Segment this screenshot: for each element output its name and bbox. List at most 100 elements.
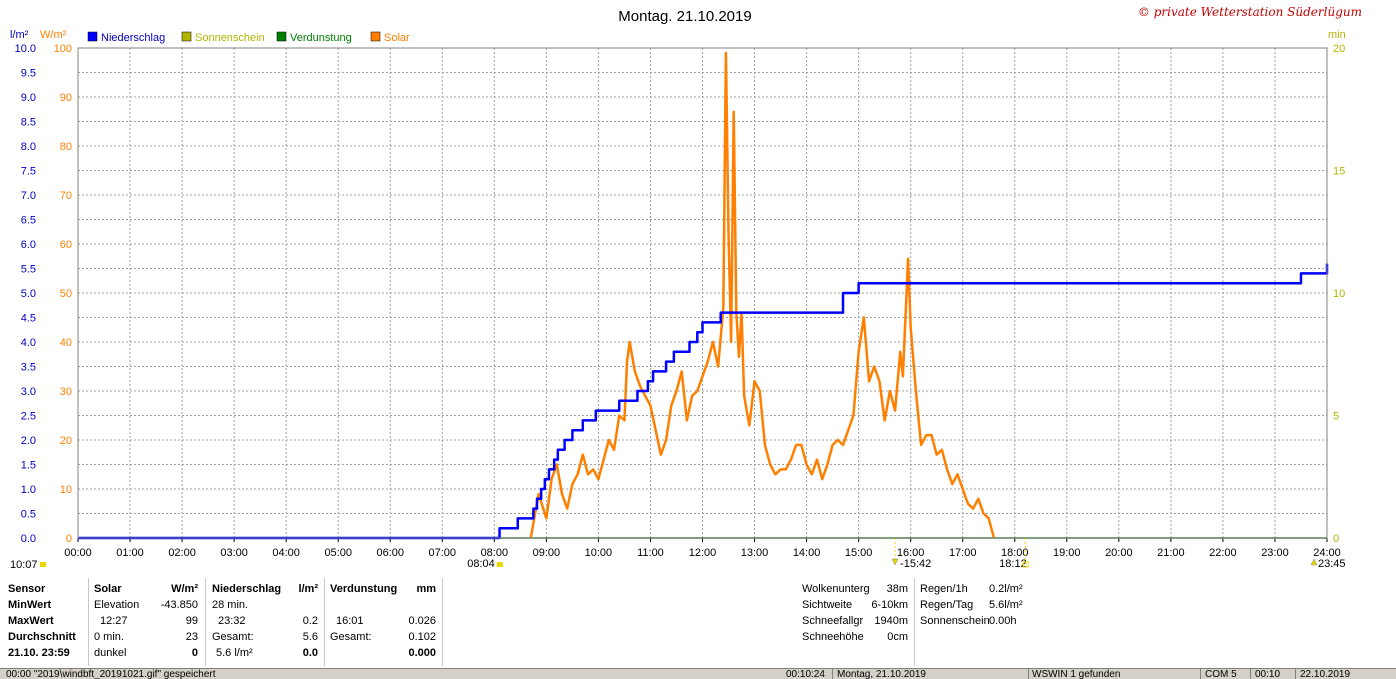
schneehoehe-value: 0cm bbox=[887, 631, 908, 643]
status-separator bbox=[1295, 669, 1296, 679]
date-label: 21.10. 23:59 bbox=[8, 647, 70, 659]
x-tick-label: 09:00 bbox=[533, 547, 561, 559]
evap-header: Verdunstung bbox=[330, 583, 398, 595]
y-tick-label-precip: 10.0 bbox=[15, 43, 36, 55]
legend-swatch bbox=[181, 31, 192, 42]
y-tick-label-solar: 20 bbox=[60, 435, 72, 447]
maxwert-label: MaxWert bbox=[8, 615, 54, 627]
regentag-label: Regen/Tag bbox=[920, 599, 974, 611]
precip-header: Niederschlag bbox=[212, 583, 282, 595]
precip-total-value: 5.6 bbox=[302, 631, 318, 643]
divider bbox=[442, 578, 443, 666]
x-tick-label: 16:00 bbox=[897, 547, 925, 559]
plot-frame bbox=[77, 47, 1328, 539]
status-separator bbox=[1028, 669, 1029, 679]
evap-max-time: 16:01 bbox=[336, 615, 364, 627]
solar-min-label: Elevation bbox=[94, 599, 140, 611]
status-date: Montag, 21.10.2019 bbox=[837, 669, 926, 679]
axis-ticks: 00:00 01:00 02:00 03:00 04:00 05:00 06:00 07:00… bbox=[15, 43, 1346, 559]
y-tick-label-solar: 60 bbox=[60, 239, 72, 251]
y-tick-label-precip: 0.0 bbox=[21, 533, 36, 545]
x-tick-label: 06:00 bbox=[376, 547, 404, 559]
y-tick-label-precip: 4.0 bbox=[21, 337, 36, 349]
solar-header: Solar bbox=[94, 583, 122, 595]
y-tick-label-precip: 2.5 bbox=[21, 411, 36, 423]
legend: Niederschlag Sonnenschein Verdunstung Solar bbox=[87, 31, 410, 44]
minwert-label: MinWert bbox=[8, 599, 52, 611]
sunset-marker bbox=[1022, 561, 1029, 568]
x-tick-label: 23:00 bbox=[1261, 547, 1289, 559]
watermark-text: © private Wetterstation Süderlügum bbox=[1138, 5, 1362, 19]
status-message: 00:00 "2019\windbft_20191021.gif" gespei… bbox=[6, 669, 216, 679]
precip-min-label: 28 min. bbox=[212, 599, 249, 611]
y-tick-label-solar: 100 bbox=[54, 43, 72, 55]
evap-last-value: 0.000 bbox=[408, 647, 436, 659]
status-separator bbox=[1200, 669, 1201, 679]
durchschnitt-label: Durchschnitt bbox=[8, 631, 76, 643]
x-tick-label: 21:00 bbox=[1157, 547, 1185, 559]
schneehoehe-label: Schneehöhe bbox=[802, 631, 864, 643]
x-tick-label: 13:00 bbox=[741, 547, 769, 559]
sonnenschein-value: 0.00h bbox=[989, 615, 1017, 627]
y-tick-label-precip: 8.0 bbox=[21, 141, 36, 153]
y-tick-label-solar: 80 bbox=[60, 141, 72, 153]
y-tick-label-precip: 2.0 bbox=[21, 435, 36, 447]
chart-title: Montag. 21.10.2019 bbox=[618, 8, 751, 25]
x-tick-label: 11:00 bbox=[637, 547, 664, 559]
right-axis-unit: min bbox=[1328, 29, 1346, 41]
y-tick-label-min: 15 bbox=[1333, 166, 1345, 178]
y-tick-label-precip: 7.5 bbox=[21, 166, 36, 178]
x-tick-label: 15:00 bbox=[845, 547, 873, 559]
wolken-label: Wolkenunterg bbox=[802, 583, 870, 595]
x-tick-label: 08:00 bbox=[481, 547, 509, 559]
x-tick-label: 07:00 bbox=[429, 547, 457, 559]
status-device: WSWIN 1 gefunden bbox=[1032, 669, 1121, 679]
sensor-header: Sensor bbox=[8, 583, 46, 595]
evap-total-label: Gesamt: bbox=[330, 631, 372, 643]
left-axis-unit-precip: l/m² bbox=[10, 29, 29, 41]
precip-max-value: 0.2 bbox=[302, 615, 318, 627]
solar-avg-label: 0 min. bbox=[94, 631, 124, 643]
grid bbox=[78, 48, 1327, 538]
divider bbox=[324, 578, 325, 666]
y-tick-label-precip: 7.0 bbox=[21, 190, 36, 202]
sunrise-label: 08:04 bbox=[467, 558, 495, 570]
y-tick-label-min: 5 bbox=[1333, 411, 1339, 423]
evap-unit: mm bbox=[416, 583, 436, 595]
y-tick-label-precip: 1.0 bbox=[21, 484, 36, 496]
x-tick-label: 00:00 bbox=[64, 547, 92, 559]
moon-marker bbox=[1310, 558, 1318, 566]
marker-label-right: 23:45 bbox=[1318, 558, 1346, 570]
y-tick-label-solar: 40 bbox=[60, 337, 72, 349]
y-tick-label-min: 10 bbox=[1333, 288, 1345, 300]
y-tick-label-precip: 1.5 bbox=[21, 460, 36, 472]
x-tick-label: 03:00 bbox=[220, 547, 248, 559]
divider bbox=[914, 578, 915, 666]
x-tick-label: 12:00 bbox=[689, 547, 717, 559]
series-line-niederschlag bbox=[78, 263, 1329, 540]
series-line-solar bbox=[529, 51, 996, 539]
x-tick-label: 17:00 bbox=[949, 547, 977, 559]
chart-area: 00:00 01:00 02:00 03:00 04:00 05:00 06:00 07:00… bbox=[10, 5, 1362, 571]
legend-label: Niederschlag bbox=[101, 32, 165, 44]
schneefall-value: 1940m bbox=[874, 615, 908, 627]
divider bbox=[205, 578, 206, 666]
precip-last-value: 0.0 bbox=[302, 647, 318, 659]
solar-max-time: 12:27 bbox=[100, 615, 128, 627]
status-bar: 00:00 "2019\windbft_20191021.gif" gespei… bbox=[0, 668, 1396, 679]
solar-last-label: dunkel bbox=[94, 647, 127, 659]
x-tick-label: 22:00 bbox=[1209, 547, 1237, 559]
y-tick-label-min: 0 bbox=[1333, 533, 1339, 545]
sun-marker-left bbox=[40, 562, 46, 567]
solar-max-value: 99 bbox=[185, 615, 198, 627]
y-tick-label-precip: 5.5 bbox=[21, 264, 36, 276]
regentag-value: 5.6l/m² bbox=[989, 599, 1023, 611]
solar-unit: W/m² bbox=[171, 583, 198, 595]
status-date2: 22.10.2019 bbox=[1300, 669, 1351, 679]
precip-total-label: Gesamt: bbox=[212, 631, 254, 643]
x-tick-label: 18:00 bbox=[1001, 547, 1029, 559]
status-separator bbox=[832, 669, 833, 679]
y-tick-label-solar: 70 bbox=[60, 190, 72, 202]
statistics-panel: Sensor MinWert MaxWert Durchschnitt 21.1… bbox=[0, 578, 1396, 668]
sunset-label: 18:12 bbox=[999, 558, 1027, 570]
